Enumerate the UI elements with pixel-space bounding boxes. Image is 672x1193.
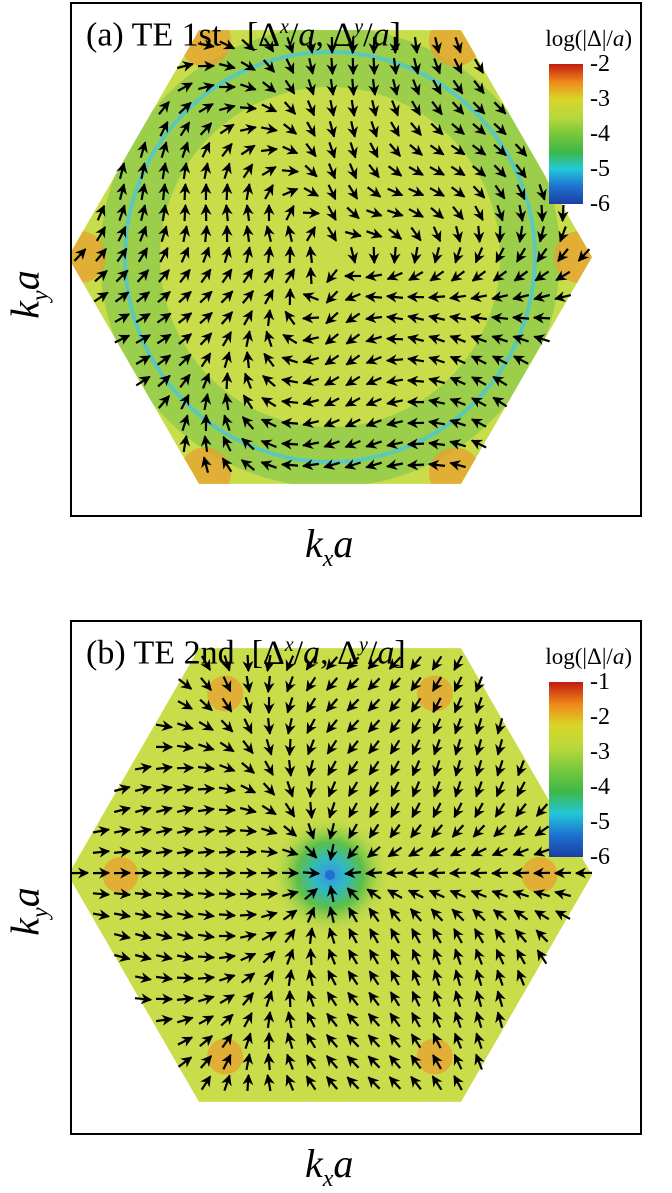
- panel-a-ylabel: kya: [2, 270, 55, 318]
- hotspot: [417, 675, 453, 711]
- vector-arrow: [534, 318, 550, 319]
- hotspot: [179, 448, 231, 500]
- vector-arrow: [542, 205, 543, 221]
- vector-arrow: [185, 184, 186, 200]
- vector-arrow: [282, 422, 298, 423]
- colorbar-tick-label: -2: [590, 705, 610, 729]
- vector-arrow: [219, 914, 235, 915]
- colorbar-tick-label: -6: [590, 192, 610, 216]
- panel-b-xlabel: kxa: [305, 1140, 353, 1193]
- vector-arrow: [198, 977, 214, 978]
- panel-b-ylabel: kya: [2, 887, 55, 935]
- colorbar-b: [549, 682, 583, 857]
- vector-arrow: [387, 339, 403, 340]
- panel-b-title: (b) TE 2nd [Δx/a, Δy/a]: [86, 634, 406, 672]
- vector-arrow: [185, 205, 186, 221]
- vector-arrow: [429, 296, 445, 297]
- colorbar-tick-label: -4: [590, 775, 610, 799]
- vector-arrow: [366, 296, 382, 297]
- vector-arrow: [471, 873, 487, 874]
- vector-arrow: [500, 226, 501, 242]
- vector-arrow: [290, 247, 291, 263]
- vector-arrow: [310, 802, 311, 818]
- vector-arrow: [282, 464, 298, 465]
- vector-arrow: [303, 318, 319, 319]
- vector-arrow: [387, 359, 403, 360]
- panel-a: (a) TE 1st [Δx/a, Δy/a] log(|Δ|/a) -2 -3 -…: [70, 2, 642, 517]
- vector-arrow: [311, 949, 312, 965]
- colorbar-tick-label: -1: [590, 670, 610, 694]
- panel-b: (b) TE 2nd [Δx/a, Δy/a] log(|Δ|/a) -1 -2 -…: [70, 620, 642, 1135]
- vector-arrow: [282, 170, 298, 171]
- vector-arrow: [177, 978, 193, 979]
- gamma-point: [325, 870, 335, 880]
- vector-arrow: [290, 991, 291, 1007]
- colorbar-a-title: log(|Δ|/a): [545, 26, 632, 52]
- vector-arrow: [240, 915, 256, 916]
- hotspot: [102, 857, 138, 893]
- vector-arrow: [303, 213, 319, 214]
- panel-a-xlabel: kxa: [305, 520, 353, 573]
- vector-arrow: [247, 1075, 248, 1091]
- vector-arrow: [261, 893, 277, 894]
- vector-arrow: [387, 873, 403, 874]
- vector-arrow: [429, 873, 445, 874]
- vector-arrow: [374, 247, 375, 263]
- hotspot: [429, 448, 481, 500]
- vector-arrow: [198, 789, 214, 790]
- vector-arrow: [282, 444, 298, 445]
- vector-arrow: [408, 873, 424, 874]
- colorbar-tick-label: -4: [590, 122, 610, 146]
- vector-arrow: [219, 852, 235, 853]
- vector-arrow: [478, 226, 479, 242]
- colorbar-b-title: log(|Δ|/a): [545, 644, 632, 670]
- colorbar-tick-label: -5: [590, 810, 610, 834]
- vector-arrow: [219, 894, 235, 895]
- vector-arrow: [227, 184, 228, 200]
- vector-arrow: [408, 380, 424, 381]
- vector-arrow: [227, 373, 228, 389]
- vector-arrow: [331, 58, 332, 74]
- vector-arrow: [93, 893, 109, 894]
- vector-arrow: [219, 831, 235, 832]
- colorbar-a: [549, 64, 583, 204]
- vector-arrow: [394, 247, 395, 263]
- vector-arrow: [240, 830, 256, 831]
- vector-arrow: [450, 873, 466, 874]
- vector-arrow: [513, 873, 529, 874]
- colorbar-tick-label: -5: [590, 157, 610, 181]
- vector-arrow: [408, 465, 424, 466]
- vector-arrow: [374, 58, 375, 74]
- colorbar-tick-label: -2: [590, 52, 610, 76]
- vector-arrow: [563, 205, 564, 221]
- vector-arrow: [290, 739, 291, 755]
- vector-arrow: [311, 268, 312, 284]
- vector-arrow: [492, 873, 508, 874]
- colorbar-tick-label: -3: [590, 87, 610, 111]
- vector-arrow: [352, 79, 353, 95]
- vector-arrow: [408, 444, 424, 445]
- colorbar-tick-label: -6: [590, 845, 610, 869]
- hotspot: [522, 857, 558, 893]
- colorbar-tick-label: -3: [590, 740, 610, 764]
- vector-arrow: [198, 957, 214, 958]
- panel-a-title: (a) TE 1st [Δx/a, Δy/a]: [86, 16, 401, 54]
- vector-arrow: [366, 872, 382, 873]
- vector-arrow: [240, 107, 256, 108]
- vector-arrow: [303, 872, 319, 873]
- vector-arrow: [513, 317, 529, 318]
